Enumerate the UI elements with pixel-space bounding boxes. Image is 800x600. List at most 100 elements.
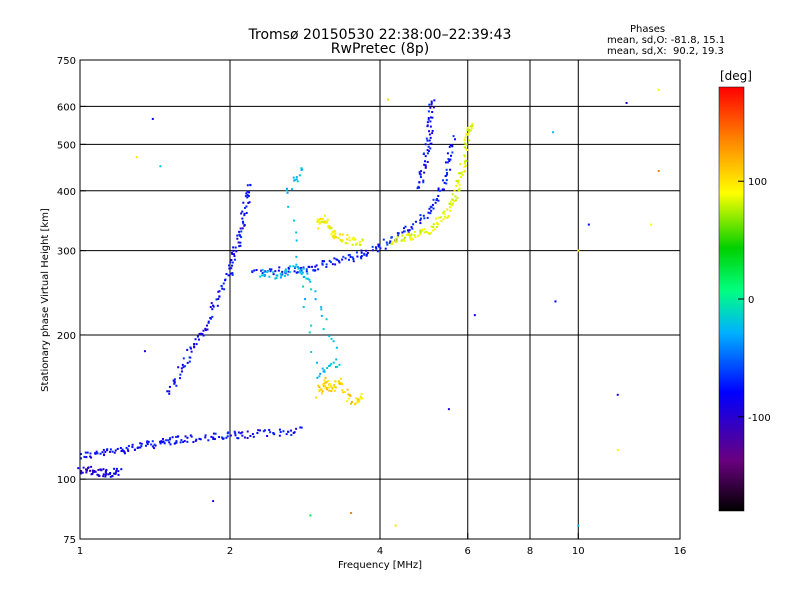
scatter-point <box>246 190 249 193</box>
scatter-point <box>251 433 254 436</box>
outlier-point <box>135 156 138 159</box>
scatter-point <box>168 392 171 395</box>
scatter-point <box>348 236 351 239</box>
scatter-point <box>449 158 452 161</box>
scatter-point <box>360 397 363 400</box>
scatter-point <box>437 199 440 202</box>
scatter-point <box>246 436 249 439</box>
scatter-point <box>173 380 176 383</box>
scatter-point <box>212 304 215 307</box>
scatter-point <box>334 366 337 369</box>
scatter-point <box>224 279 227 282</box>
scatter-point <box>261 272 264 275</box>
scatter-point <box>302 306 305 309</box>
scatter-point <box>359 395 362 398</box>
scatter-point <box>308 331 311 334</box>
scatter-point <box>91 469 94 472</box>
scatter-point <box>379 247 382 250</box>
scatter-point <box>243 214 246 217</box>
scatter-point <box>356 401 359 404</box>
scatter-point <box>429 116 432 119</box>
scatter-point <box>327 225 330 228</box>
scatter-point <box>346 388 349 391</box>
scatter-point <box>343 391 346 394</box>
scatter-point <box>419 229 422 232</box>
scatter-point <box>93 470 96 473</box>
colorbar-tick-label: 100 <box>748 177 767 188</box>
scatter-point <box>413 230 416 233</box>
scatter-point <box>458 187 461 190</box>
scatter-point <box>312 269 315 272</box>
scatter-point <box>332 384 335 387</box>
scatter-point <box>431 229 434 232</box>
scatter-point <box>426 152 429 155</box>
scatter-point <box>204 434 207 437</box>
scatter-point <box>316 218 319 221</box>
scatter-point <box>234 434 237 437</box>
x-tick-label: 10 <box>572 546 585 557</box>
scatter-point <box>217 297 220 300</box>
scatter-point <box>437 189 440 192</box>
scatter-point <box>220 285 223 288</box>
scatter-point <box>320 306 323 309</box>
scatter-point <box>225 272 228 275</box>
scatter-point <box>321 367 324 370</box>
scatter-point <box>186 436 189 439</box>
scatter-point <box>228 264 231 267</box>
scatter-point <box>104 450 107 453</box>
scatter-point <box>168 441 171 444</box>
scatter-point <box>382 238 385 241</box>
scatter-point <box>348 393 351 396</box>
scatter-point <box>391 242 394 245</box>
scatter-point <box>429 125 432 128</box>
scatter-point <box>346 400 349 403</box>
scatter-point <box>169 437 172 440</box>
scatter-point <box>336 365 339 368</box>
scatter-point <box>327 386 330 389</box>
scatter-point <box>190 347 193 350</box>
scatter-point <box>441 188 444 191</box>
scatter-point <box>270 268 273 271</box>
scatter-point <box>255 269 258 272</box>
scatter-point <box>314 269 317 272</box>
scatter-point <box>180 367 183 370</box>
scatter-point <box>439 216 442 219</box>
scatter-point <box>402 227 405 230</box>
scatter-point <box>429 147 432 150</box>
scatter-point <box>420 170 423 173</box>
scatter-point <box>430 103 433 106</box>
scatter-point <box>421 228 424 231</box>
scatter-point <box>331 235 334 238</box>
scatter-point <box>463 154 466 157</box>
scatter-point <box>322 385 325 388</box>
scatter-point <box>278 266 281 269</box>
scatter-point <box>422 179 425 182</box>
scatter-point <box>186 348 189 351</box>
scatter-point <box>323 260 326 263</box>
scatter-point <box>463 162 466 165</box>
scatter-point <box>274 277 277 280</box>
scatter-point <box>89 469 92 472</box>
scatter-point <box>90 465 93 468</box>
scatter-point <box>435 222 438 225</box>
scatter-point <box>447 158 450 161</box>
scatter-point <box>241 227 244 230</box>
scatter-point <box>199 438 202 441</box>
scatter-point <box>310 288 313 291</box>
scatter-point <box>206 328 209 331</box>
scatter-point <box>257 429 260 432</box>
scatter-point <box>440 220 443 223</box>
scatter-point <box>97 474 100 477</box>
scatter-point <box>281 270 284 273</box>
scatter-point <box>285 187 288 190</box>
scatter-point <box>240 212 243 215</box>
scatter-point <box>218 295 221 298</box>
scatter-point <box>468 139 471 142</box>
scatter-point <box>451 145 454 148</box>
scatter-point <box>207 321 210 324</box>
scatter-point <box>240 230 243 233</box>
scatter-point <box>293 270 296 273</box>
scatter-point <box>430 142 433 145</box>
scatter-point <box>326 218 329 221</box>
scatter-point <box>236 237 239 240</box>
